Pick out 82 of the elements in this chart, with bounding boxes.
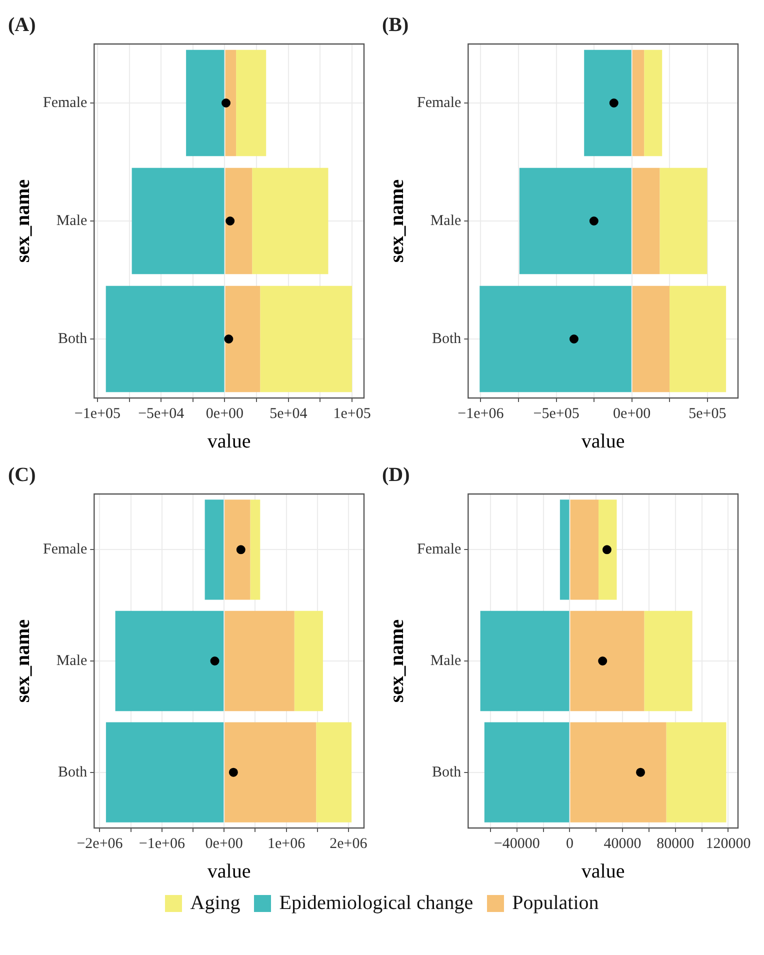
bar <box>570 500 599 600</box>
x-tick-label: 120000 <box>706 836 751 852</box>
bar <box>316 722 352 822</box>
x-tick-label: −1e+06 <box>458 406 504 422</box>
y-tick-label: Female <box>42 542 88 558</box>
chart-title: (A) <box>8 14 36 36</box>
y-tick-label: Male <box>430 212 462 229</box>
legend-label: Aging <box>190 892 240 915</box>
y-tick-label: Female <box>416 94 462 111</box>
y-tick-label: Both <box>58 330 88 347</box>
x-axis-title: value <box>207 430 251 452</box>
x-tick-label: 0e+00 <box>205 836 243 852</box>
y-tick-label: Female <box>42 94 88 111</box>
chart-title: (B) <box>382 14 409 36</box>
bar <box>252 168 328 274</box>
y-tick-label: Male <box>56 212 88 229</box>
bar <box>644 50 662 156</box>
bar <box>632 50 644 156</box>
bar <box>480 610 570 712</box>
x-tick-label: −1e+05 <box>74 406 120 422</box>
x-tick-label: 80000 <box>656 836 694 852</box>
bar <box>224 500 250 600</box>
bar <box>666 722 726 822</box>
chart-title: (C) <box>8 464 36 486</box>
bar <box>632 286 670 392</box>
legend-label: Population <box>512 892 599 915</box>
y-tick-label: Both <box>432 764 462 780</box>
bar <box>584 50 632 156</box>
x-tick-label: −5e+05 <box>533 406 580 422</box>
bar <box>644 610 692 712</box>
bar <box>186 50 224 156</box>
y-axis-title: sex_name <box>12 619 34 703</box>
bar <box>204 500 224 600</box>
bar <box>224 610 294 712</box>
y-tick-label: Male <box>430 652 462 669</box>
x-tick-label: 5e+05 <box>688 406 726 422</box>
bar <box>632 168 660 274</box>
x-tick-label: 0e+00 <box>206 406 244 422</box>
bar <box>294 610 323 712</box>
y-tick-label: Both <box>58 764 88 780</box>
x-axis-title: value <box>581 860 625 882</box>
bar <box>670 286 726 392</box>
x-tick-label: −40000 <box>494 836 540 852</box>
bar <box>484 722 570 822</box>
bar <box>236 50 266 156</box>
x-tick-label: −2e+06 <box>76 836 124 852</box>
bar <box>106 722 224 822</box>
x-tick-label: 0e+00 <box>613 406 651 422</box>
bar <box>132 168 224 274</box>
bar <box>224 722 316 822</box>
x-tick-label: 0 <box>566 836 574 852</box>
bar <box>598 500 617 600</box>
bar <box>250 500 260 600</box>
y-tick-label: Male <box>56 652 88 669</box>
x-tick-label: −1e+06 <box>138 836 186 852</box>
bar <box>480 286 632 392</box>
bar <box>560 500 570 600</box>
y-axis-title: sex_name <box>12 179 34 263</box>
x-axis-title: value <box>581 430 625 452</box>
x-axis-title: value <box>207 860 251 882</box>
x-tick-label: −5e+04 <box>138 406 185 422</box>
y-tick-label: Female <box>416 542 462 558</box>
bar <box>115 610 224 712</box>
bar <box>225 168 252 274</box>
x-tick-label: 1e+06 <box>267 836 306 852</box>
bar <box>260 286 352 392</box>
legend-label: Epidemiological change <box>279 892 474 915</box>
bar <box>570 722 666 822</box>
x-tick-label: 40000 <box>604 836 642 852</box>
x-tick-label: 5e+04 <box>270 406 308 422</box>
y-tick-label: Both <box>432 330 462 347</box>
bar <box>225 50 236 156</box>
y-axis-title: sex_name <box>386 179 408 263</box>
y-axis-title: sex_name <box>386 619 408 703</box>
bar <box>106 286 224 392</box>
x-tick-label: 1e+05 <box>333 406 371 422</box>
bar <box>225 286 260 392</box>
chart-title: (D) <box>382 464 410 486</box>
bar <box>519 168 632 274</box>
bar <box>570 610 644 712</box>
x-tick-label: 2e+06 <box>330 836 368 852</box>
bar <box>660 168 708 274</box>
